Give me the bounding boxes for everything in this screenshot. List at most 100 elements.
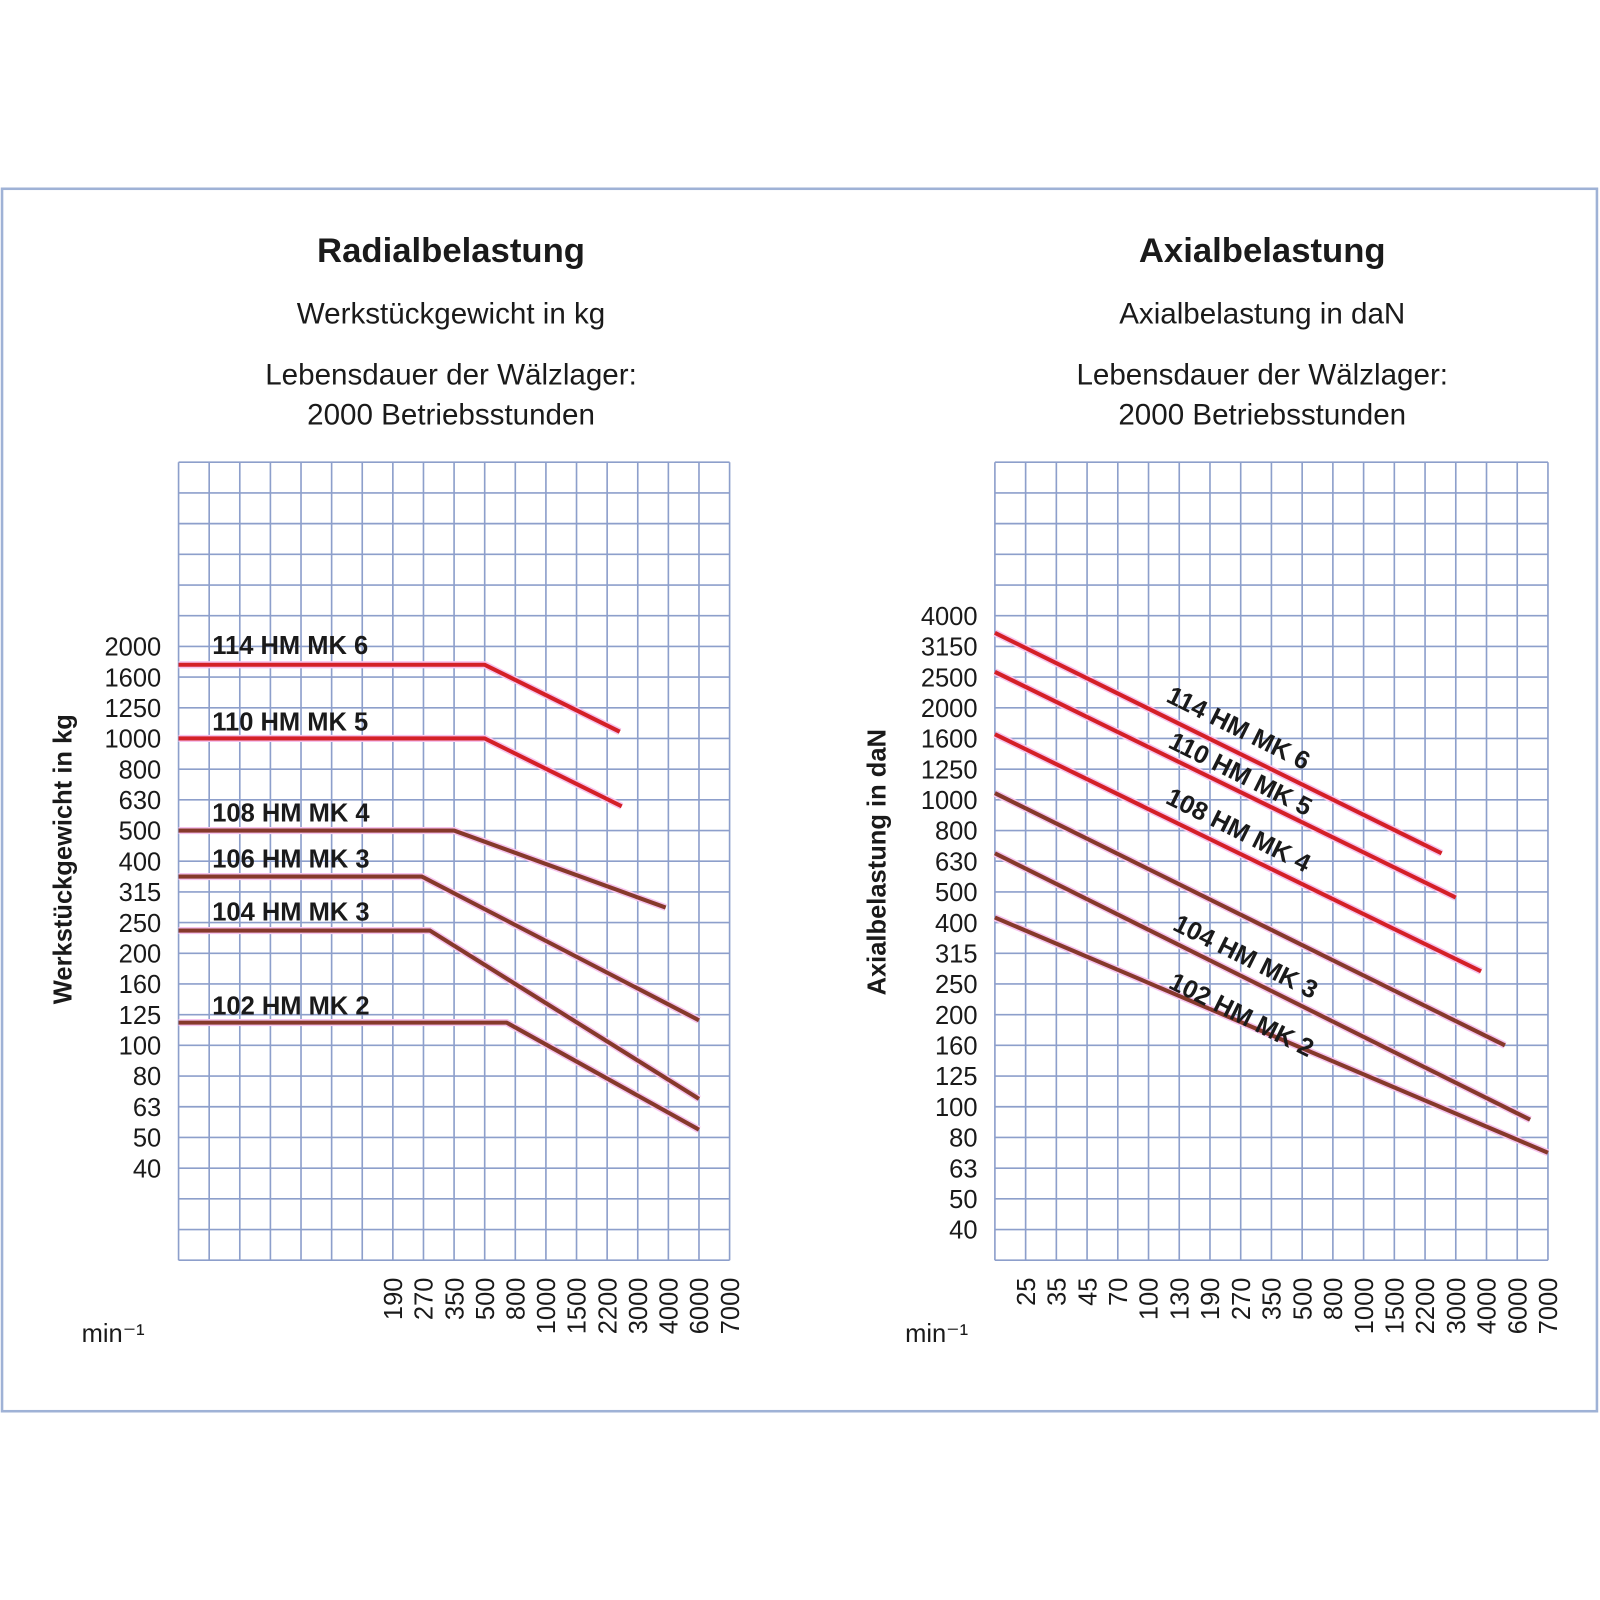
radial-y-tick-label: 1600 — [104, 664, 161, 692]
series-label: 102 HM MK 2 — [212, 992, 369, 1020]
series-label: 110 HM MK 5 — [212, 709, 368, 737]
axial-y-tick-label: 1000 — [921, 787, 978, 815]
series-line-104-hm-mk-3 — [178, 928, 701, 1101]
axial-chart-title: Axialbelastung — [1139, 232, 1386, 270]
radial-y-tick-label: 100 — [119, 1033, 162, 1061]
axial-grid — [994, 461, 1549, 1262]
axial-x-tick-label: 500 — [1289, 1278, 1317, 1321]
axial-x-tick-label: 7000 — [1535, 1278, 1563, 1335]
axial-x-tick-label: 350 — [1259, 1278, 1287, 1321]
series-line-108-hm-mk-4 — [994, 732, 1482, 974]
radial-y-tick-label: 630 — [119, 787, 162, 815]
radial-x-tick-label: 7000 — [717, 1278, 745, 1335]
radial-y-tick-label: 250 — [119, 910, 162, 938]
axial-x-tick-label: 35 — [1044, 1278, 1072, 1306]
radial-chart-header: Radialbelastung Werkstückgewicht in kg L… — [265, 232, 637, 431]
axial-y-tick-label: 400 — [935, 910, 978, 938]
axial-y-tick-label: 63 — [949, 1155, 977, 1183]
series-label: 114 HM MK 6 — [212, 632, 368, 660]
axial-x-tick-label: 100 — [1136, 1278, 1164, 1321]
radial-x-tick-label: 190 — [380, 1278, 408, 1321]
series-line-102-hm-mk-2 — [178, 1020, 700, 1132]
axial-y-tick-label: 500 — [935, 879, 978, 907]
axial-y-tick-label: 1600 — [921, 726, 978, 754]
axial-plot: 4000315025002000160012501000800630500400… — [921, 461, 1563, 1335]
axial-x-tick-label: 70 — [1105, 1278, 1133, 1306]
radial-y-tick-label: 63 — [133, 1094, 161, 1122]
radial-plot: 2000160012501000800630500400315250200160… — [104, 461, 745, 1335]
axial-y-tick-label: 200 — [935, 1002, 978, 1030]
axial-x-tick-label: 45 — [1074, 1278, 1102, 1306]
axial-x-tick-label: 3000 — [1443, 1278, 1471, 1335]
axial-y-tick-label: 315 — [935, 940, 978, 968]
radial-y-tick-label: 80 — [133, 1063, 161, 1091]
radial-y-axis-title: Werkstückgewicht in kg — [49, 714, 77, 1004]
radial-y-tick-label: 40 — [133, 1155, 161, 1183]
axial-y-tick-label: 4000 — [921, 603, 978, 631]
axial-x-axis-unit: min⁻¹ — [905, 1320, 968, 1348]
axial-x-tick-label: 270 — [1228, 1278, 1256, 1321]
radial-y-tick-label: 160 — [119, 971, 162, 999]
radial-chart-note-2: 2000 Betriebsstunden — [307, 398, 595, 431]
radial-x-tick-label: 350 — [441, 1278, 469, 1321]
series-label: 104 HM MK 3 — [212, 898, 369, 926]
axial-chart-subtitle: Axialbelastung in daN — [1119, 297, 1405, 330]
axial-chart-header: Axialbelastung Axialbelastung in daN Leb… — [1076, 232, 1448, 431]
radial-y-tick-label: 500 — [119, 818, 162, 846]
radial-y-tick-label: 2000 — [104, 634, 161, 662]
axial-y-tick-label: 100 — [935, 1094, 978, 1122]
radial-x-tick-label: 3000 — [625, 1278, 653, 1335]
axial-x-tick-label: 4000 — [1474, 1278, 1502, 1335]
axial-y-tick-label: 3150 — [921, 634, 978, 662]
axial-y-tick-label: 125 — [935, 1063, 978, 1091]
axial-y-tick-label: 800 — [935, 818, 978, 846]
radial-x-tick-label: 1500 — [564, 1278, 592, 1335]
axial-chart-note-1: Lebensdauer der Wälzlager: — [1076, 359, 1448, 392]
series-line-106-hm-mk-3 — [178, 874, 700, 1023]
axial-x-tick-label: 25 — [1013, 1278, 1041, 1306]
axial-y-tick-label: 1250 — [921, 756, 978, 784]
radial-chart-title: Radialbelastung — [317, 232, 585, 270]
axial-y-tick-label: 50 — [949, 1186, 977, 1214]
axial-x-tick-label: 190 — [1197, 1278, 1225, 1321]
axial-x-tick-label: 800 — [1320, 1278, 1348, 1321]
series-line-104-hm-mk-3 — [993, 851, 1532, 1122]
axial-y-tick-label: 630 — [935, 848, 978, 876]
radial-x-tick-label: 6000 — [686, 1278, 714, 1335]
radial-chart-note-1: Lebensdauer der Wälzlager: — [265, 359, 637, 392]
axial-x-tick-label: 2200 — [1412, 1278, 1440, 1335]
radial-y-tick-label: 800 — [119, 756, 162, 784]
radial-y-tick-label: 400 — [119, 848, 162, 876]
radial-x-tick-label: 2200 — [594, 1278, 622, 1335]
axial-x-tick-label: 1500 — [1382, 1278, 1410, 1335]
axial-y-tick-label: 160 — [935, 1033, 978, 1061]
radial-x-tick-label: 500 — [472, 1278, 500, 1321]
series-line-114-hm-mk-6 — [178, 662, 621, 734]
radial-y-tick-label: 1000 — [104, 726, 161, 754]
axial-y-axis-title: Axialbelastung in daN — [864, 729, 892, 995]
series-line-110-hm-mk-5 — [994, 670, 1457, 900]
series-line-114-hm-mk-6 — [993, 631, 1443, 856]
series-line-108-hm-mk-4 — [178, 828, 667, 910]
radial-x-tick-label: 270 — [411, 1278, 439, 1321]
axial-chart-note-2: 2000 Betriebsstunden — [1118, 398, 1406, 431]
series-label: 108 HM MK 4 — [212, 799, 370, 827]
radial-y-tick-label: 50 — [133, 1125, 161, 1153]
radial-chart-subtitle: Werkstückgewicht in kg — [297, 297, 606, 330]
series-line-102-hm-mk-2 — [994, 915, 1549, 1155]
axial-x-tick-label: 6000 — [1504, 1278, 1532, 1335]
axial-y-tick-label: 80 — [949, 1125, 977, 1153]
radial-x-tick-label: 4000 — [656, 1278, 684, 1335]
radial-x-axis-unit: min⁻¹ — [82, 1320, 145, 1348]
radial-y-tick-label: 125 — [119, 1002, 162, 1030]
radial-y-tick-label: 315 — [119, 879, 162, 907]
axial-x-tick-label: 1000 — [1351, 1278, 1379, 1335]
series-line-106-hm-mk-3 — [993, 791, 1506, 1048]
axial-y-tick-label: 250 — [935, 971, 978, 999]
axial-y-tick-label: 40 — [949, 1217, 977, 1245]
radial-x-tick-label: 800 — [502, 1278, 530, 1321]
axial-x-tick-label: 130 — [1166, 1278, 1194, 1321]
axial-y-tick-label: 2000 — [921, 695, 978, 723]
series-label: 106 HM MK 3 — [212, 845, 369, 873]
